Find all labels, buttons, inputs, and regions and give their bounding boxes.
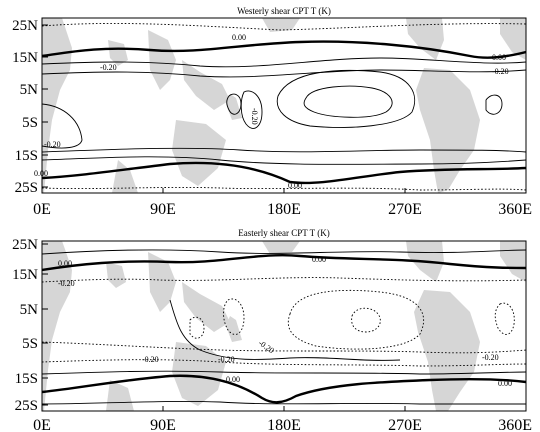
latitude-labels: 25N 15N 5N 5S 15S 25S — [12, 237, 38, 414]
latitude-ticks — [42, 243, 48, 406]
contour-label: 0.00 — [498, 379, 512, 388]
contour-label: 0.00 — [312, 255, 326, 264]
contour-labels: 0.00 -0.20 0.00 -0.20 -0.20 -0.20 0.00 0… — [34, 33, 509, 190]
land-mass — [42, 241, 526, 411]
contour-label: 0.00 — [232, 33, 246, 42]
contour-label: -0.20 — [250, 108, 259, 125]
contour-label: -0.20 — [58, 279, 75, 288]
lat-label: 5N — [20, 82, 39, 98]
lat-label: 15N — [12, 267, 38, 283]
lat-label: 25N — [12, 18, 38, 34]
contour-labels: 0.00 0.00 -0.20 -0.20 -0.20 -0.20 -0.20 … — [58, 255, 512, 388]
longitude-labels: 0E 90E 180E 270E 360E — [33, 201, 532, 218]
panel-title: Westerly shear CPT T (K) — [237, 6, 331, 16]
map-area — [42, 18, 526, 193]
panel-westerly: Westerly shear CPT T (K) — [12, 6, 532, 218]
longitude-labels: 0E 90E 180E 270E 360E — [33, 417, 532, 432]
contour-lines — [42, 23, 526, 191]
lon-label: 90E — [150, 417, 176, 432]
land-mass — [42, 18, 526, 193]
lat-label: 25N — [12, 237, 38, 253]
contour-label: -0.20 — [142, 355, 159, 364]
longitude-ticks — [162, 188, 406, 193]
lon-label: 0E — [33, 417, 51, 432]
contour-label: -0.20 — [100, 63, 117, 72]
contour-label: -0.20 — [482, 353, 499, 362]
lon-label: 180E — [267, 201, 301, 218]
lat-label: 5S — [22, 336, 38, 352]
contour-label: -0.20 — [44, 140, 61, 149]
contour-label: -0.20 — [218, 355, 235, 364]
contour-label: 0.00 — [58, 259, 72, 268]
lat-label: 5N — [20, 302, 39, 318]
lon-label: 360E — [498, 417, 532, 432]
lat-label: 25S — [15, 180, 38, 196]
lon-label: 180E — [267, 417, 301, 432]
lon-label: 90E — [150, 201, 176, 218]
contour-label: 0.00 — [34, 169, 48, 178]
panel-easterly: Easterly shear CPT T (K) — [12, 228, 532, 432]
contour-lines — [42, 249, 526, 405]
contour-label: 0.00 — [288, 181, 302, 190]
lon-label: 270E — [388, 417, 422, 432]
latitude-labels: 25N 15N 5N 5S 15S 25S — [12, 18, 38, 196]
lat-label: 5S — [22, 115, 38, 131]
lat-label: 15N — [12, 50, 38, 66]
latitude-ticks — [42, 24, 48, 188]
lon-label: 360E — [498, 201, 532, 218]
contour-label: -0.20 — [492, 67, 509, 76]
longitude-ticks — [162, 406, 406, 411]
lat-label: 15S — [15, 371, 38, 387]
lon-label: 0E — [33, 201, 51, 218]
contour-label: 0.00 — [492, 53, 506, 62]
contour-label: 0.00 — [226, 375, 240, 384]
lon-label: 270E — [388, 201, 422, 218]
lat-label: 15S — [15, 148, 38, 164]
lat-label: 25S — [15, 398, 38, 414]
map-area — [42, 241, 526, 411]
panel-title: Easterly shear CPT T (K) — [238, 228, 330, 238]
contour-label: -0.20 — [257, 338, 276, 355]
